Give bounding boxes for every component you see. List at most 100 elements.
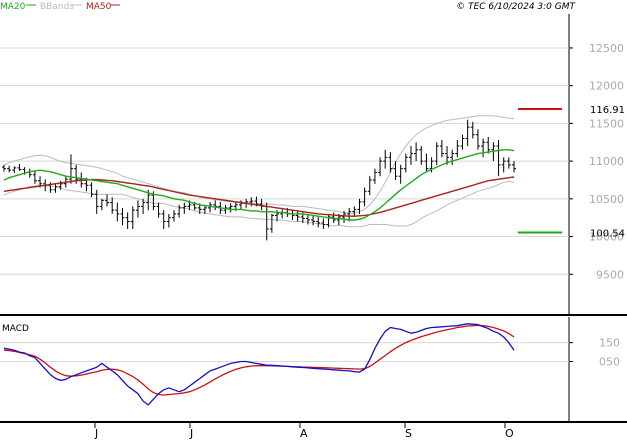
ohlc-bar (465, 119, 470, 147)
ohlc-bar (7, 165, 12, 173)
ohlc-bar (321, 218, 326, 230)
ohlc-bar (403, 153, 408, 173)
ohlc-bar (331, 212, 336, 223)
ohlc-bar (213, 200, 218, 211)
ohlc-bar (177, 204, 182, 218)
reference-levels: 116.91 100.54 (518, 105, 625, 239)
ohlc-bar (208, 201, 213, 213)
ohlc-bar (414, 142, 419, 162)
ohlc-bar (295, 210, 300, 222)
legend-ma20-label: MA20 (0, 2, 26, 12)
ohlc-bar (280, 209, 285, 219)
ohlc-bar (2, 164, 6, 172)
main-y-tick-label: 10000 (589, 231, 624, 244)
x-tick-label: J (189, 427, 193, 440)
main-y-tick-label: 10500 (589, 193, 624, 206)
main-price-panel: 12500 12000 11500 11000 10500 10000 9500 116.9… (0, 14, 625, 314)
ohlc-bar (32, 170, 37, 184)
main-y-tick-label: 9500 (596, 268, 624, 281)
ohlc-bar (398, 164, 403, 184)
ohlc-bar (445, 146, 450, 165)
macd-y-tick-label: 050 (599, 356, 620, 369)
ohlc-bar (352, 206, 357, 217)
bollinger-bands (3, 115, 515, 228)
ohlc-bar (110, 197, 115, 214)
ohlc-bar (249, 197, 254, 207)
moving-averages (3, 149, 515, 221)
legend-bbands-label: BBands (40, 2, 74, 12)
main-y-ticks: 12500 12000 11500 11000 10500 10000 9500 (569, 42, 624, 281)
main-y-tick-label: 12500 (589, 42, 624, 55)
x-tick-label: S (405, 427, 412, 440)
ohlc-bars (2, 119, 516, 241)
macd-signal-line (3, 324, 515, 396)
ohlc-bar (166, 213, 171, 228)
ohlc-bar (202, 204, 207, 214)
ohlc-bar (357, 198, 362, 214)
ohlc-bar (125, 212, 130, 230)
ohlc-bar (99, 198, 104, 211)
macd-lines (3, 323, 515, 406)
ohlc-bar (27, 168, 32, 178)
ohlc-bar (161, 210, 166, 230)
ohlc-bar (501, 157, 506, 173)
ohlc-bar (408, 146, 413, 165)
legend: MA20 BBands MA50 (0, 2, 120, 12)
x-tick-label: O (505, 427, 514, 440)
ohlc-bar (372, 168, 377, 184)
ohlc-bar (383, 149, 388, 169)
reference-level-label: 100.54 (590, 228, 625, 239)
ohlc-bar (470, 121, 475, 139)
ohlc-bar (424, 153, 429, 173)
ohlc-bar (269, 213, 274, 233)
ohlc-bar (434, 142, 439, 165)
main-y-tick-label: 11500 (589, 117, 624, 130)
x-tick-label: J (94, 427, 98, 440)
ohlc-bar (419, 146, 424, 165)
legend-ma50-label: MA50 (86, 2, 112, 12)
ohlc-bar (156, 202, 161, 218)
ohlc-bar (506, 157, 511, 169)
ohlc-bar (362, 187, 367, 207)
ohlc-bar (481, 138, 486, 158)
ohlc-bar (378, 157, 383, 177)
ohlc-bar (450, 149, 455, 165)
ohlc-bar (223, 204, 228, 214)
x-tick-label: A (300, 427, 308, 440)
reference-level-label: 116.91 (590, 105, 625, 116)
ohlc-bar (115, 202, 120, 222)
ohlc-bar (316, 216, 321, 228)
copyright-label: © TEC 6/10/2024 3:0 GMT (456, 2, 576, 12)
macd-line (3, 323, 515, 406)
ohlc-bar (94, 189, 99, 214)
ohlc-bar (342, 210, 346, 223)
ohlc-bar (496, 139, 501, 177)
ohlc-bar (475, 129, 480, 150)
ohlc-bar (12, 166, 17, 174)
macd-grid (0, 342, 569, 363)
ohlc-bar (68, 154, 73, 184)
ohlc-bar (141, 198, 146, 214)
ohlc-bar (120, 207, 125, 226)
ohlc-bar (388, 152, 393, 173)
ohlc-bar (105, 194, 110, 207)
ohlc-bar (347, 207, 352, 222)
ohlc-bar (172, 210, 176, 222)
ohlc-bar (182, 202, 187, 214)
ohlc-bar (460, 134, 465, 150)
ohlc-bar (89, 182, 94, 198)
macd-y-tick-label: 150 (599, 337, 620, 350)
main-y-tick-label: 12000 (589, 80, 624, 93)
ohlc-bar (228, 203, 233, 213)
ohlc-bar (135, 200, 140, 218)
main-grid (0, 47, 569, 275)
ohlc-bar (512, 161, 516, 173)
ohlc-bar (486, 136, 491, 154)
ohlc-bar (130, 206, 135, 230)
bb-upper-line (3, 115, 515, 214)
ohlc-bar (439, 139, 444, 158)
ma20-line (3, 149, 515, 221)
